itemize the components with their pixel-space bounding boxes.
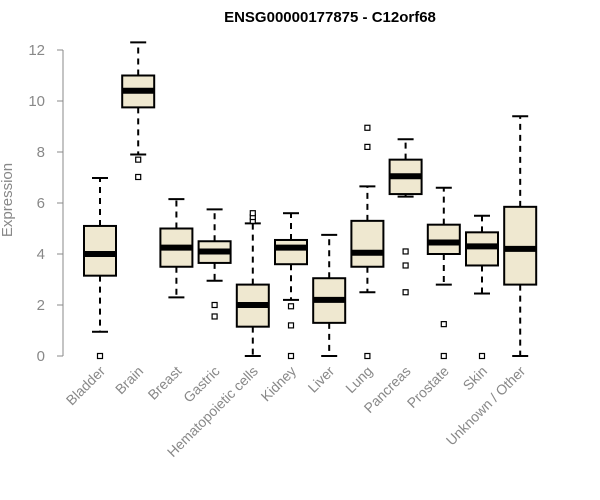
category-label: Liver	[305, 363, 338, 396]
outlier-point	[135, 156, 142, 163]
y-tick-label: 8	[37, 144, 45, 161]
box-bladder	[83, 177, 117, 360]
box-lung	[350, 124, 385, 360]
box-pancreas	[388, 138, 423, 296]
y-axis: 0 2 4 6 8 10 12	[28, 42, 64, 365]
outlier-point	[402, 262, 409, 269]
iqr-box	[274, 238, 308, 266]
category-label: Prostate	[404, 363, 452, 411]
box-liver	[312, 233, 347, 357]
outlier-point	[402, 248, 409, 255]
outlier-point	[364, 352, 371, 360]
box-gastric	[197, 208, 232, 320]
box-skin	[465, 214, 499, 360]
iqr-box	[350, 219, 385, 268]
box-prostate	[426, 186, 461, 360]
outlier-point	[402, 289, 409, 296]
outlier-point	[287, 322, 295, 329]
outlier-point	[96, 352, 104, 360]
category-label: Breast	[145, 363, 185, 403]
outlier-point	[478, 352, 486, 360]
category-label: Skin	[460, 363, 491, 394]
iqr-box	[83, 224, 117, 277]
outlier-point	[440, 321, 447, 328]
category-label: Brain	[112, 363, 146, 397]
outlier-point	[287, 352, 295, 360]
outlier-point	[364, 124, 371, 131]
box-breast	[159, 198, 194, 299]
box-brain	[121, 41, 156, 181]
chart-title: ENSG00000177875 - C12orf68	[224, 9, 436, 26]
category-label: Lung	[342, 363, 375, 396]
y-tick-label: 10	[28, 93, 45, 110]
outlier-point	[287, 303, 295, 310]
iqr-box	[503, 205, 538, 286]
outlier-point	[135, 173, 142, 181]
iqr-box	[426, 223, 461, 256]
outlier-point	[249, 210, 256, 217]
box-kidney	[274, 212, 308, 360]
y-tick-label: 0	[37, 348, 45, 365]
box-hematopoietic-cells	[235, 210, 270, 357]
outlier-point	[211, 313, 218, 320]
plot-area	[83, 41, 538, 360]
category-label: Kidney	[258, 363, 300, 405]
y-tick-label: 4	[37, 246, 45, 263]
y-tick-label: 2	[37, 297, 45, 314]
y-tick-label: 12	[28, 42, 45, 59]
outlier-point	[211, 301, 218, 309]
outlier-point	[364, 143, 371, 150]
y-axis-label: Expression	[0, 163, 16, 237]
outlier-point	[440, 352, 447, 360]
category-label: Bladder	[63, 363, 109, 409]
y-tick-label: 6	[37, 195, 45, 212]
box-unknown-other	[503, 115, 538, 357]
